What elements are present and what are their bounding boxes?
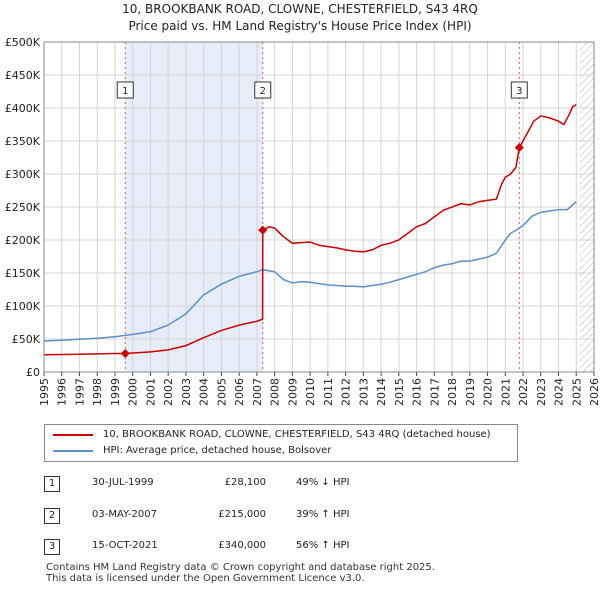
sale-number-label: 2 xyxy=(260,86,266,97)
x-tick-label: 2015 xyxy=(393,378,406,406)
transaction-hpi-diff: 39% ↑ HPI xyxy=(296,509,349,520)
transaction-price: £340,000 xyxy=(214,540,266,551)
transaction-date: 15-OCT-2021 xyxy=(92,540,158,551)
x-tick-label: 2006 xyxy=(233,378,246,406)
x-tick-label: 2021 xyxy=(499,378,512,406)
x-tick-label: 2002 xyxy=(162,378,175,406)
legend-item-property: 10, BROOKBANK ROAD, CLOWNE, CHESTERFIELD… xyxy=(53,429,491,440)
x-tick-label: 2003 xyxy=(180,378,193,406)
transaction-row: 3 15-OCT-2021 £340,000 56% ↑ HPI xyxy=(44,538,544,558)
x-tick-label: 2016 xyxy=(411,378,424,406)
x-tick-label: 2012 xyxy=(340,378,353,406)
y-tick-label: £350K xyxy=(5,135,41,148)
sale-number-label: 1 xyxy=(122,86,128,97)
legend-label-property: 10, BROOKBANK ROAD, CLOWNE, CHESTERFIELD… xyxy=(103,429,491,440)
x-tick-label: 2007 xyxy=(251,378,264,406)
legend-swatch-red xyxy=(53,434,93,436)
x-tick-label: 2020 xyxy=(482,378,495,406)
x-tick-label: 2005 xyxy=(215,378,228,406)
sale-number-label: 3 xyxy=(516,86,522,97)
y-tick-label: £450K xyxy=(5,69,41,82)
sale-point xyxy=(515,143,524,152)
y-tick-label: £250K xyxy=(5,201,41,214)
legend-item-hpi: HPI: Average price, detached house, Bols… xyxy=(53,445,331,456)
x-tick-label: 2004 xyxy=(198,378,211,406)
chart-legend: 10, BROOKBANK ROAD, CLOWNE, CHESTERFIELD… xyxy=(44,424,518,462)
footer-licence: This data is licensed under the Open Gov… xyxy=(46,573,365,584)
transaction-number: 3 xyxy=(44,539,60,555)
x-tick-label: 2024 xyxy=(553,378,566,406)
x-tick-label: 2000 xyxy=(127,378,140,406)
price-chart: 1 2 3 £0 £50K £100K £150K £200K £250K £300K £350K… xyxy=(0,0,600,420)
x-tick-label: 2025 xyxy=(570,378,583,406)
transaction-row: 2 03-MAY-2007 £215,000 39% ↑ HPI xyxy=(44,507,544,527)
x-tick-label: 2017 xyxy=(428,378,441,406)
x-tick-label: 1996 xyxy=(56,378,69,406)
y-tick-label: £150K xyxy=(5,267,41,280)
x-tick-label: 2011 xyxy=(322,378,335,406)
y-tick-label: £0 xyxy=(26,366,40,379)
x-tick-label: 2008 xyxy=(269,378,282,406)
transaction-hpi-diff: 49% ↓ HPI xyxy=(296,477,349,488)
transaction-date: 03-MAY-2007 xyxy=(92,509,157,520)
transaction-date: 30-JUL-1999 xyxy=(92,477,154,488)
transaction-hpi-diff: 56% ↑ HPI xyxy=(296,540,349,551)
x-tick-label: 2009 xyxy=(286,378,299,406)
x-tick-label: 2022 xyxy=(517,378,530,406)
x-tick-label: 1999 xyxy=(109,378,122,406)
legend-label-hpi: HPI: Average price, detached house, Bols… xyxy=(103,445,331,456)
footer-copyright: Contains HM Land Registry data © Crown c… xyxy=(46,562,435,573)
legend-swatch-blue xyxy=(53,450,93,452)
x-tick-label: 2010 xyxy=(304,378,317,406)
x-tick-label: 2019 xyxy=(464,378,477,406)
transaction-row: 1 30-JUL-1999 £28,100 49% ↓ HPI xyxy=(44,475,544,495)
y-tick-label: £50K xyxy=(12,333,41,346)
x-tick-label: 2023 xyxy=(535,378,548,406)
x-tick-label: 2026 xyxy=(588,378,600,406)
x-tick-label: 2018 xyxy=(446,378,459,406)
y-tick-label: £400K xyxy=(5,102,41,115)
y-tick-label: £100K xyxy=(5,300,41,313)
x-tick-label: 2001 xyxy=(144,378,157,406)
x-tick-label: 1997 xyxy=(73,378,86,406)
x-tick-label: 1995 xyxy=(38,378,51,406)
x-tick-label: 2014 xyxy=(375,378,388,406)
transaction-number: 1 xyxy=(44,476,60,492)
x-tick-label: 1998 xyxy=(91,378,104,406)
x-tick-label: 2013 xyxy=(357,378,370,406)
y-tick-label: £200K xyxy=(5,234,41,247)
transaction-price: £28,100 xyxy=(214,477,266,488)
y-tick-label: £500K xyxy=(5,36,41,49)
transaction-price: £215,000 xyxy=(214,509,266,520)
y-tick-label: £300K xyxy=(5,168,41,181)
transaction-number: 2 xyxy=(44,508,60,524)
